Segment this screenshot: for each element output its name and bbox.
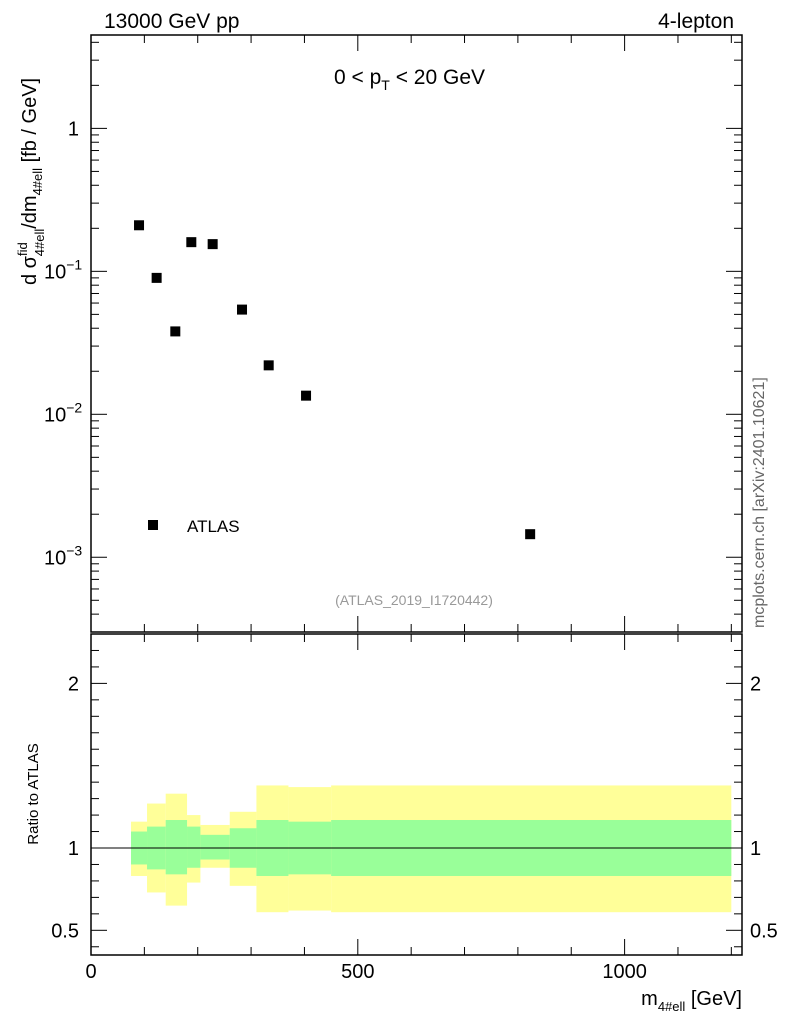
ratio-y-axis-label: Ratio to ATLAS: [25, 743, 42, 844]
legend-marker: [148, 520, 158, 530]
x-axis-label: m4#ell [GeV]: [641, 988, 742, 1014]
ratio-x-tick-labels: 0 500 1000: [85, 961, 646, 983]
data-point: [186, 237, 197, 248]
side-label: mcplots.cern.ch [arXiv:2401.10621]: [751, 377, 768, 628]
legend-label: ATLAS: [187, 517, 240, 536]
main-y-tick-label: 10−1: [44, 256, 82, 283]
data-point: [525, 529, 536, 540]
inner-band-bin: [200, 834, 230, 860]
data-point: [237, 304, 248, 315]
data-point: [134, 220, 145, 231]
ratio-y-tick-label: 1: [68, 838, 79, 860]
main-data-points: [134, 220, 536, 540]
data-point: [151, 272, 162, 283]
main-y-tick-labels: 1 10−1 10−2 10−3: [44, 118, 82, 569]
main-y-tick-label: 1: [68, 118, 79, 140]
main-y-axis-label: d σfid 4#ell/dm4#ell [fb / GeV]: [15, 78, 47, 285]
ratio-y-tick-label: 2: [68, 673, 79, 695]
ratio-panel: 0.5 0.5 1 1 2 2 0 500 1000 Ratio to ATLAS m4#el…: [25, 633, 778, 1014]
header-right-label: 4-lepton: [658, 10, 734, 33]
main-frame: [90, 34, 743, 633]
ratio-y-tick-label-right: 2: [750, 673, 761, 695]
main-y-tick-label: 10−2: [44, 399, 82, 426]
main-y-tick-label: 10−3: [44, 542, 82, 569]
header-left-label: 13000 GeV pp: [104, 10, 239, 33]
ratio-axis-ticks: [90, 633, 742, 955]
main-axis-ticks: [90, 35, 742, 633]
inner-band-bin: [165, 820, 188, 875]
main-annotation: 0 < pT < 20 GeV: [334, 66, 485, 93]
ratio-y-tick-label-right: 0.5: [750, 920, 778, 942]
ratio-bands: [131, 785, 732, 913]
inner-band-bin: [187, 826, 201, 868]
main-panel: 1 10−1 10−2 10−3 0 < pT < 20 GeV (ATLAS_201…: [15, 34, 743, 633]
ratio-y-tick-label-right: 1: [750, 838, 761, 860]
analysis-tag: (ATLAS_2019_I1720442): [335, 592, 493, 608]
data-point: [170, 326, 181, 337]
data-point: [301, 390, 312, 401]
x-tick-label: 0: [85, 961, 96, 983]
data-point: [207, 239, 218, 250]
x-tick-label: 500: [341, 961, 374, 983]
ratio-y-tick-labels: 0.5 0.5 1 1 2 2: [51, 673, 778, 942]
x-tick-label: 1000: [602, 961, 647, 983]
data-point: [263, 360, 274, 371]
ratio-y-tick-label: 0.5: [51, 920, 79, 942]
ratio-frame: [90, 633, 743, 956]
